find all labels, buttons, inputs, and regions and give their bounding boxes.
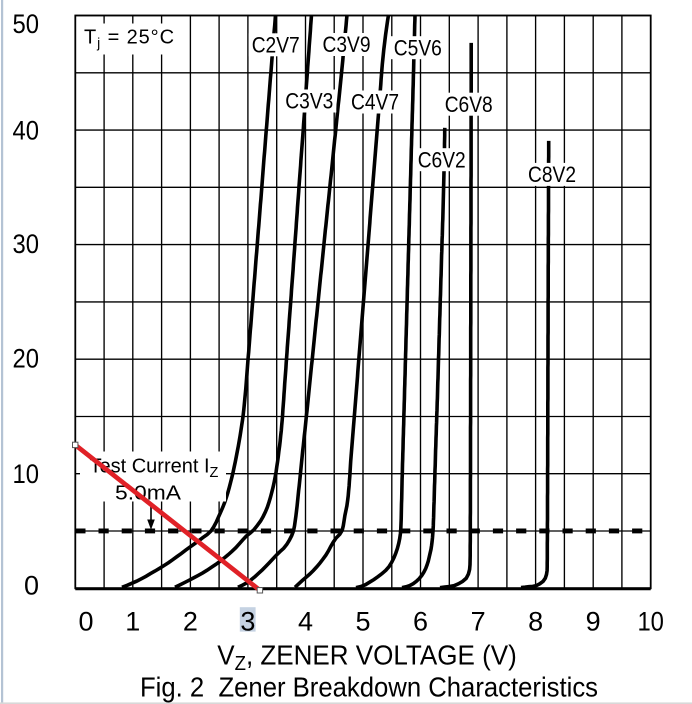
svg-text:4: 4 bbox=[298, 606, 313, 636]
svg-text:Tj = 25°C: Tj = 25°C bbox=[84, 27, 175, 51]
svg-text:5: 5 bbox=[355, 606, 370, 636]
svg-text:10: 10 bbox=[13, 459, 40, 489]
svg-text:C3V9: C3V9 bbox=[323, 32, 371, 57]
svg-text:C6V2: C6V2 bbox=[418, 147, 466, 172]
svg-text:C6V8: C6V8 bbox=[445, 92, 493, 117]
svg-text:40: 40 bbox=[13, 116, 40, 146]
svg-text:3: 3 bbox=[240, 606, 255, 636]
svg-text:C3V3: C3V3 bbox=[285, 89, 333, 114]
svg-text:C5V6: C5V6 bbox=[394, 35, 442, 60]
svg-text:30: 30 bbox=[13, 229, 40, 259]
svg-text:8: 8 bbox=[528, 606, 543, 636]
svg-text:C8V2: C8V2 bbox=[528, 162, 576, 187]
svg-text:0: 0 bbox=[78, 606, 93, 636]
svg-text:20: 20 bbox=[13, 344, 40, 374]
svg-text:0: 0 bbox=[24, 570, 39, 600]
svg-text:C4V7: C4V7 bbox=[351, 90, 399, 115]
svg-text:Fig. 2 Zener Breakdown Charac: Fig. 2 Zener Breakdown Characteristics bbox=[140, 671, 598, 702]
svg-text:2: 2 bbox=[183, 606, 198, 636]
svg-text:50: 50 bbox=[13, 9, 40, 39]
svg-text:9: 9 bbox=[586, 606, 601, 636]
svg-text:Test Current IZ: Test Current IZ bbox=[90, 455, 219, 481]
svg-text:6: 6 bbox=[413, 606, 428, 636]
svg-text:VZ, ZENER VOLTAGE (V): VZ, ZENER VOLTAGE (V) bbox=[217, 640, 517, 676]
svg-text:10: 10 bbox=[637, 606, 664, 636]
svg-text:1: 1 bbox=[125, 606, 140, 636]
svg-text:7: 7 bbox=[471, 606, 486, 636]
svg-text:C2V7: C2V7 bbox=[252, 32, 300, 57]
